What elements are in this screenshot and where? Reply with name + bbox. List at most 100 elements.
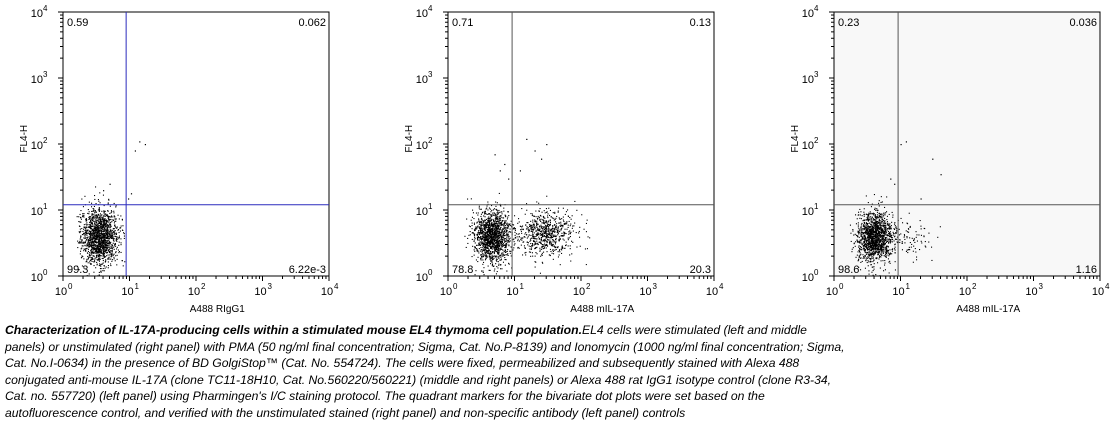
data-point [97,227,99,229]
data-point [100,226,102,228]
data-point [554,211,556,213]
data-point [871,230,873,232]
data-point [487,247,489,249]
data-point [887,258,889,260]
data-point [546,234,548,236]
data-point [554,212,556,214]
data-point [880,231,882,233]
data-point [496,234,498,236]
data-point [888,228,890,230]
data-point [492,251,494,253]
data-point [572,225,574,227]
data-point [489,224,491,226]
data-point [527,242,529,244]
data-point [859,252,861,254]
data-point [872,257,874,259]
data-point [560,223,562,225]
data-point [109,258,111,260]
data-point [870,252,872,254]
data-point [545,239,547,241]
data-point [502,237,504,239]
data-point [513,241,515,243]
data-point [879,231,881,233]
data-point [500,268,502,270]
data-point [91,229,93,231]
data-point [871,252,873,254]
data-point [490,242,492,244]
data-point [501,221,503,223]
data-point [870,219,872,221]
data-point [545,232,547,234]
data-point [524,247,526,249]
data-point [88,201,90,203]
data-point [113,233,115,235]
data-point [867,202,869,204]
data-point [854,233,856,235]
data-point [101,246,103,248]
data-point [114,220,116,222]
data-point [564,222,566,224]
data-point [484,251,486,253]
data-point [507,240,509,242]
data-point [489,244,491,246]
data-point [492,231,494,233]
data-point [98,240,100,242]
data-point [875,227,877,229]
data-point [518,240,520,242]
data-point [499,223,501,225]
data-point [859,229,861,231]
data-point [493,243,495,245]
data-point [858,232,860,234]
data-point [867,231,869,233]
data-point [496,246,498,248]
data-point [501,239,503,241]
data-point [82,215,84,217]
data-point [98,274,100,276]
data-point [110,221,112,223]
data-point [892,231,894,233]
data-point [889,233,891,235]
data-point [109,230,111,232]
data-point [484,212,486,214]
data-point [485,256,487,258]
data-point [531,213,533,215]
data-point [886,241,888,243]
data-point [544,231,546,233]
data-point [99,241,101,243]
x-tick-exponent: 1 [520,282,525,291]
data-point [574,222,576,224]
data-point [566,221,568,223]
data-point [530,243,532,245]
data-point [497,213,499,215]
data-point [86,237,88,239]
x-tick-label: 10 [639,286,651,298]
data-point [884,253,886,255]
data-point [471,228,473,230]
data-point [507,224,509,226]
data-point [97,242,99,244]
data-point [861,234,863,236]
data-point [498,222,500,224]
data-point [480,236,482,238]
data-point [493,225,495,227]
data-point [91,258,93,260]
data-point [883,240,885,242]
data-point [539,272,541,274]
data-point [887,250,889,252]
quadrant-upper-left-percent: 0.59 [67,17,88,29]
data-point [537,232,539,234]
data-point [91,239,93,241]
data-point [500,222,502,224]
data-point [497,243,499,245]
data-point [549,237,551,239]
data-point [491,243,493,245]
data-point [534,236,536,238]
data-point [94,224,96,226]
data-point [485,232,487,234]
data-point [106,245,108,247]
data-point [543,220,545,222]
data-point [555,249,557,251]
data-point [874,222,876,224]
data-point [883,231,885,233]
data-point [493,255,495,257]
